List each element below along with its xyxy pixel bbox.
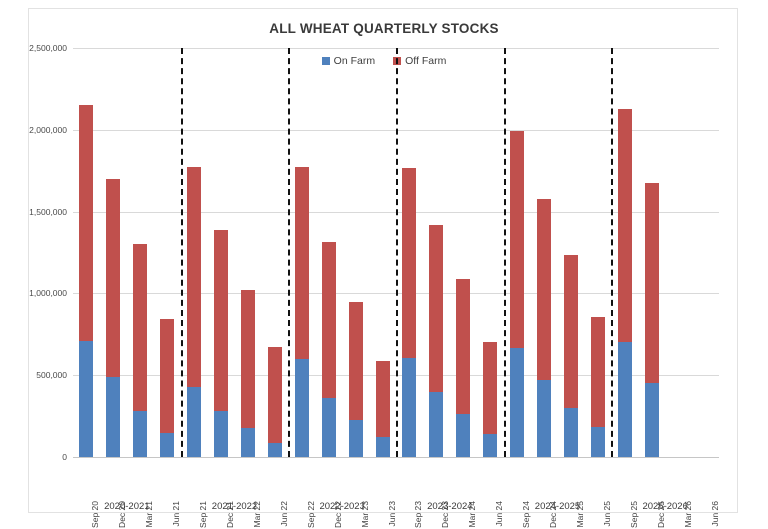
bar-segment-off-farm[interactable] <box>537 198 552 381</box>
bar-column[interactable] <box>375 48 390 457</box>
bar-segment-on-farm[interactable] <box>456 413 471 457</box>
bar-segment-on-farm[interactable] <box>294 358 309 457</box>
bar-segment-on-farm[interactable] <box>106 376 121 457</box>
bar-column[interactable] <box>321 48 336 457</box>
bar-segment-on-farm[interactable] <box>214 411 229 457</box>
bar-segment-off-farm[interactable] <box>483 341 498 435</box>
bar-segment-off-farm[interactable] <box>79 105 94 341</box>
y-axis-tick-label: 500,000 <box>36 370 67 381</box>
bar-segment-on-farm[interactable] <box>267 443 282 457</box>
bar-segment-on-farm[interactable] <box>402 358 417 457</box>
bar-segment-off-farm[interactable] <box>644 182 659 383</box>
bar-segment-off-farm[interactable] <box>160 318 175 434</box>
bar-segment-on-farm[interactable] <box>617 342 632 457</box>
gridline <box>73 457 719 458</box>
bar-column[interactable] <box>456 48 471 457</box>
legend-entry-on-farm[interactable]: On Farm <box>321 55 376 67</box>
legend-swatch-on-farm <box>321 57 330 65</box>
bar-column[interactable] <box>79 48 94 457</box>
bar-segment-off-farm[interactable] <box>133 243 148 412</box>
bar-column[interactable] <box>563 48 578 457</box>
bar-segment-off-farm[interactable] <box>294 167 309 359</box>
group-label: 2020-2021 <box>104 501 150 512</box>
group-label: 2024-2025 <box>534 501 581 512</box>
bar-segment-on-farm[interactable] <box>644 382 659 457</box>
bar-segment-off-farm[interactable] <box>214 230 229 412</box>
bar-column[interactable] <box>187 48 202 457</box>
x-axis-group-labels: 2020-2021 2021-2022 2022-2023 2023-2024 2024… <box>73 501 719 519</box>
bar-column[interactable] <box>240 48 255 457</box>
bars-layer <box>73 48 719 457</box>
bar-column[interactable] <box>267 48 282 457</box>
bar-column[interactable] <box>348 48 363 457</box>
bar-segment-on-farm[interactable] <box>537 380 552 457</box>
x-axis-labels: Sep 20 Dec 20 Mar 21 Jun 21 Sep 21 Dec 21 Mar … <box>73 461 719 528</box>
bar-segment-on-farm[interactable] <box>563 407 578 457</box>
bar-segment-off-farm[interactable] <box>348 302 363 421</box>
bar-column[interactable] <box>160 48 175 457</box>
bar-segment-on-farm[interactable] <box>510 348 525 457</box>
bar-column[interactable] <box>214 48 229 457</box>
bar-column[interactable] <box>644 48 659 457</box>
bar-segment-on-farm[interactable] <box>79 340 94 457</box>
bar-column[interactable] <box>617 48 632 457</box>
group-label: 2021-2022 <box>211 501 258 512</box>
bar-column[interactable] <box>294 48 309 457</box>
bar-segment-on-farm[interactable] <box>429 391 444 457</box>
bar-column[interactable] <box>133 48 148 457</box>
legend-label-on-farm: On Farm <box>333 55 376 67</box>
bar-segment-off-farm[interactable] <box>321 241 336 399</box>
y-axis-tick-label: 2,000,000 <box>29 124 67 135</box>
bar-segment-on-farm[interactable] <box>187 386 202 457</box>
bar-segment-off-farm[interactable] <box>267 346 282 444</box>
bar-segment-off-farm[interactable] <box>106 178 121 377</box>
bar-column[interactable] <box>106 48 121 457</box>
bar-column[interactable] <box>590 48 605 457</box>
group-label: 2022-2023 <box>319 501 365 512</box>
chart-title: ALL WHEAT QUARTERLY STOCKS <box>269 21 499 36</box>
bar-segment-on-farm[interactable] <box>590 426 605 457</box>
bar-segment-on-farm[interactable] <box>483 434 498 457</box>
bar-segment-off-farm[interactable] <box>510 130 525 349</box>
bar-segment-on-farm[interactable] <box>240 428 255 457</box>
bar-segment-off-farm[interactable] <box>429 224 444 392</box>
bar-segment-off-farm[interactable] <box>375 361 390 438</box>
bar-segment-off-farm[interactable] <box>617 109 632 343</box>
year-separator-line <box>396 48 398 457</box>
bar-column[interactable] <box>510 48 525 457</box>
y-axis-tick-label: 1,500,000 <box>29 206 67 217</box>
bar-segment-off-farm[interactable] <box>187 167 202 387</box>
bar-segment-off-farm[interactable] <box>590 317 605 427</box>
bar-column[interactable] <box>483 48 498 457</box>
year-separator-line <box>180 48 183 457</box>
bar-column[interactable] <box>402 48 417 457</box>
bar-segment-off-farm[interactable] <box>240 290 255 429</box>
year-separator-line <box>611 48 614 457</box>
bar-segment-off-farm[interactable] <box>402 168 417 359</box>
bar-segment-on-farm[interactable] <box>133 411 148 457</box>
year-separator-line <box>503 48 506 457</box>
chart-container: ALL WHEAT QUARTERLY STOCKS On Farm Off F… <box>28 8 738 528</box>
bar-segment-off-farm[interactable] <box>563 254 578 408</box>
y-axis-tick-label: 2,500,000 <box>29 43 67 53</box>
bar-column[interactable] <box>429 48 444 457</box>
group-label: 2025-2026 <box>642 501 688 512</box>
bar-segment-on-farm[interactable] <box>160 433 175 457</box>
bar-column[interactable] <box>537 48 552 457</box>
bar-segment-on-farm[interactable] <box>375 437 390 457</box>
year-separator-line <box>288 48 291 457</box>
plot-area <box>73 48 719 458</box>
bar-segment-off-farm[interactable] <box>456 278 471 414</box>
bar-segment-on-farm[interactable] <box>348 420 363 457</box>
y-axis-tick-label: 0 <box>62 452 67 462</box>
legend-label-off-farm: Off Farm <box>405 55 447 67</box>
group-label: 2023-2024 <box>427 501 473 512</box>
bar-segment-on-farm[interactable] <box>321 398 336 457</box>
y-axis-tick-label: 1,000,000 <box>29 288 67 299</box>
